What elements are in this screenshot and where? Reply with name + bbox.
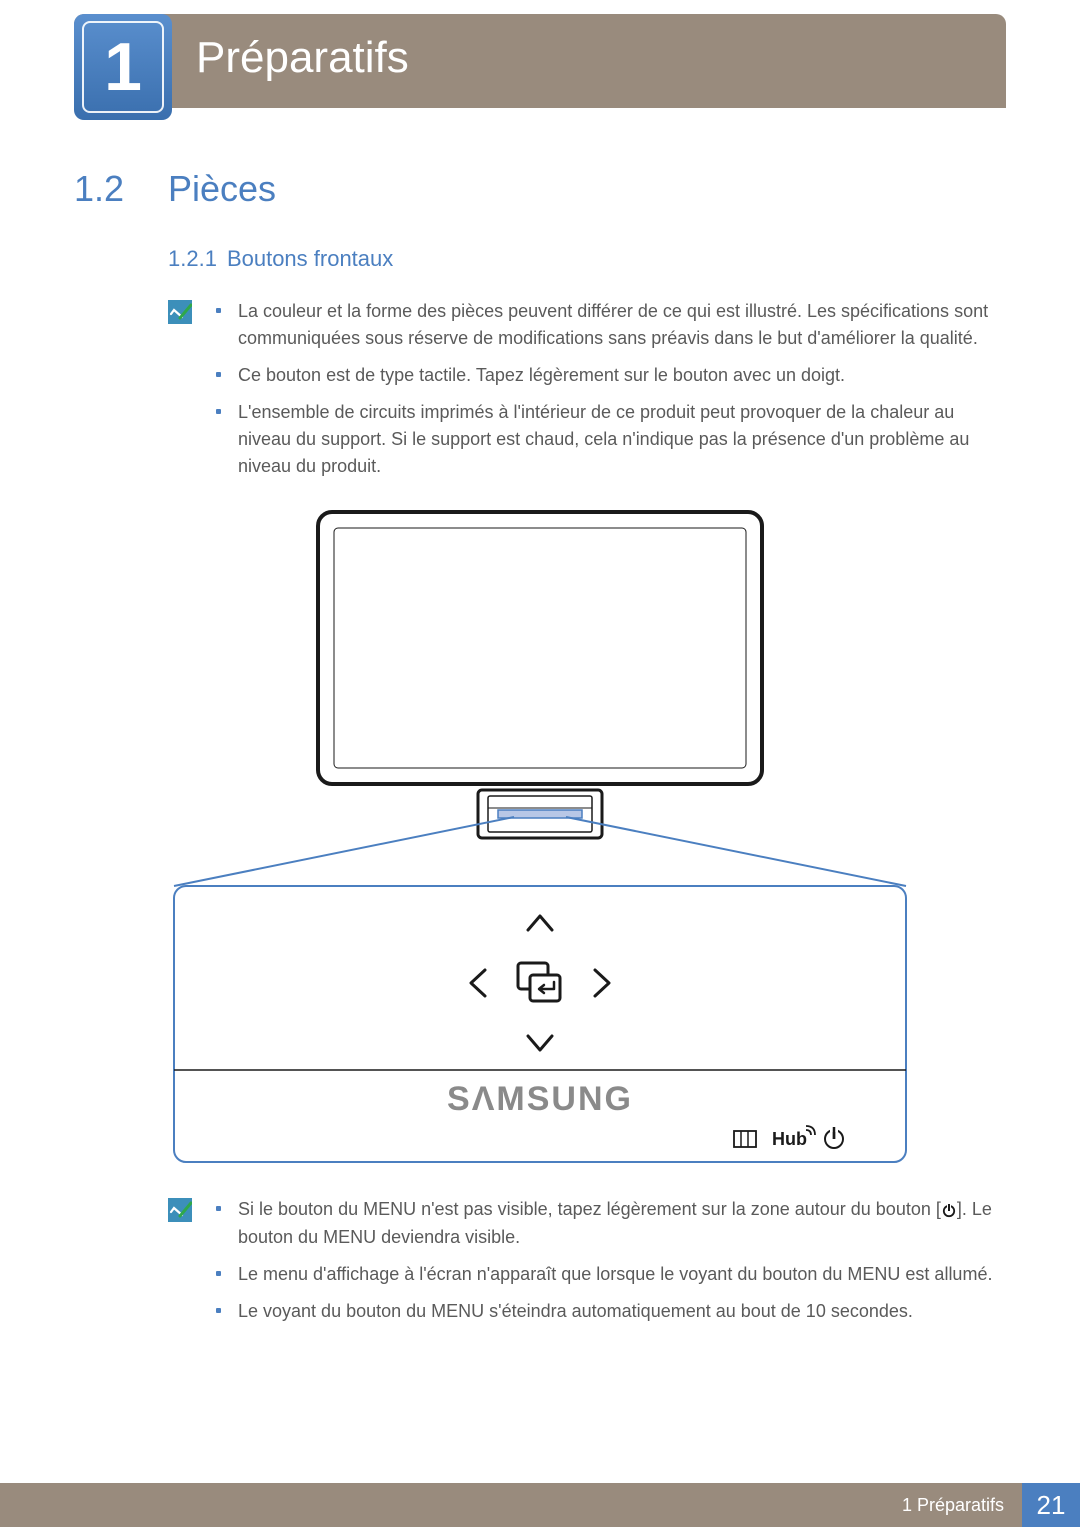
note-icon (168, 300, 192, 324)
subsection-title: Boutons frontaux (227, 246, 393, 271)
subsection-heading: 1.2.1 Boutons frontaux (168, 246, 1006, 272)
note-item: Si le bouton du MENU n'est pas visible, … (216, 1196, 1006, 1251)
callout-line-right (566, 817, 906, 886)
note-icon (168, 1198, 192, 1222)
section-heading: 1.2 Pièces (74, 168, 1006, 210)
subsection-number: 1.2.1 (168, 246, 217, 271)
chapter-tab: 1 (74, 14, 172, 120)
note-item: Le menu d'affichage à l'écran n'apparaît… (216, 1261, 1006, 1288)
note-list-bottom: Si le bouton du MENU n'est pas visible, … (216, 1196, 1006, 1335)
note-block-bottom: Si le bouton du MENU n'est pas visible, … (168, 1196, 1006, 1335)
callout-line-left (174, 817, 514, 886)
footer-page-number: 21 (1022, 1483, 1080, 1527)
product-diagram: SΛMSUNG Hub (168, 508, 912, 1168)
monitor-bezel (318, 512, 762, 784)
chapter-number: 1 (82, 21, 164, 113)
note-list-top: La couleur et la forme des pièces peuven… (216, 298, 1006, 490)
page-content: 1.2 Pièces 1.2.1 Boutons frontaux La coul… (74, 168, 1006, 1467)
note-item: La couleur et la forme des pièces peuven… (216, 298, 1006, 352)
note-block-top: La couleur et la forme des pièces peuven… (168, 298, 1006, 490)
brand-logo: SΛMSUNG (447, 1080, 633, 1118)
footer-chapter-label: 1 Préparatifs (902, 1495, 1004, 1516)
section-number: 1.2 (74, 168, 168, 210)
chapter-title: Préparatifs (196, 33, 409, 83)
note-item: Ce bouton est de type tactile. Tapez lég… (216, 362, 1006, 389)
page-footer: 1 Préparatifs 21 (0, 1483, 1080, 1527)
power-icon (941, 1197, 957, 1224)
note-item: Le voyant du bouton du MENU s'éteindra a… (216, 1298, 1006, 1325)
monitor-screen (334, 528, 746, 768)
note-text-pre: Si le bouton du MENU n'est pas visible, … (238, 1199, 941, 1219)
section-title: Pièces (168, 168, 276, 210)
callout-panel (174, 886, 906, 1162)
note-item: L'ensemble de circuits imprimés à l'inté… (216, 399, 1006, 480)
svg-text:Hub: Hub (772, 1129, 807, 1149)
